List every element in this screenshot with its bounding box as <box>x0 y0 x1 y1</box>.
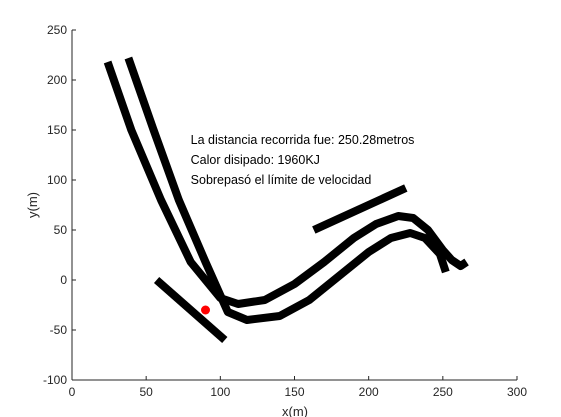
x-axis-label: x(m) <box>282 404 308 417</box>
chart-ticks: 0 50 100 150 200 250 300 -100 -50 0 50 100 150 200 250 <box>43 23 527 399</box>
x-tick-label-2: 100 <box>210 385 230 399</box>
chart-annotations: La distancia recorrida fue: 250.28metros… <box>191 133 415 187</box>
annotation-3: Sobrepasó el límite de velocidad <box>191 173 372 187</box>
y-tick-label-3: 50 <box>54 223 68 237</box>
chart-text: x(m) y(m) <box>25 192 308 417</box>
series-line-4 <box>153 276 228 344</box>
x-tick-label-5: 250 <box>433 385 453 399</box>
y-tick-label-7: 250 <box>47 23 67 37</box>
series-line-1 <box>103 60 469 308</box>
y-axis-label: y(m) <box>25 192 40 218</box>
x-tick-label-6: 300 <box>507 385 527 399</box>
y-tick-label-4: 100 <box>47 173 67 187</box>
y-tick-label-6: 200 <box>47 73 67 87</box>
y-tick-label-5: 150 <box>47 123 67 137</box>
x-tick-label-4: 200 <box>359 385 379 399</box>
series-line-2 <box>124 56 450 324</box>
series-line-3 <box>312 184 408 234</box>
y-tick-label-0: -100 <box>43 373 67 387</box>
x-tick-label-3: 150 <box>284 385 304 399</box>
x-tick-label-0: 0 <box>69 385 76 399</box>
position-marker <box>201 305 210 315</box>
chart-marks <box>103 56 469 344</box>
y-tick-label-2: 0 <box>60 273 67 287</box>
annotation-1: La distancia recorrida fue: 250.28metros <box>191 133 415 147</box>
x-tick-label-1: 50 <box>139 385 153 399</box>
annotation-2: Calor disipado: 1960KJ <box>191 153 320 167</box>
y-tick-label-1: -50 <box>50 323 68 337</box>
